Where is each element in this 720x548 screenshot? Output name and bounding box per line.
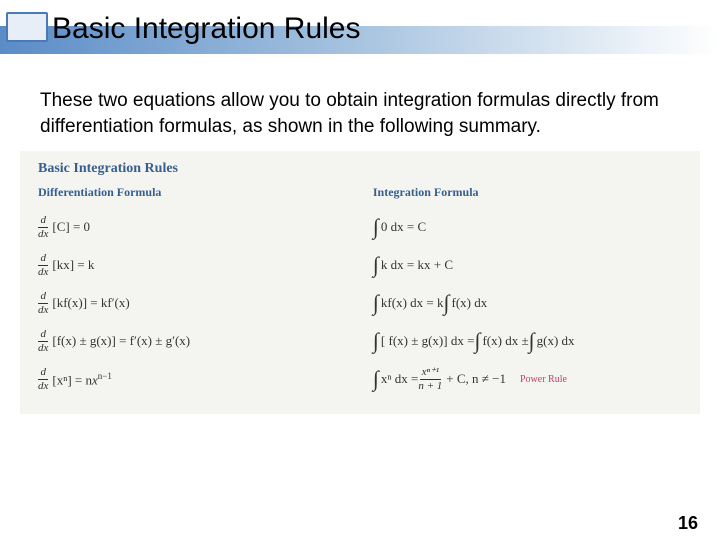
intro-paragraph: These two equations allow you to obtain … <box>40 88 680 139</box>
int-column-header: Integration Formula <box>373 185 682 200</box>
diff-rule-1: ddx [C] = 0 <box>38 210 373 244</box>
int-rule-5: ∫xⁿ dx = xⁿ⁺¹ n + 1 + C, n ≠ −1 Power Ru… <box>373 362 682 396</box>
diff-rule-5: ddx [xⁿ] = nxn−1 <box>38 362 373 396</box>
slide-title: Basic Integration Rules <box>52 12 361 46</box>
rules-panel: Basic Integration Rules Differentiation … <box>20 151 700 414</box>
int-rule-4: ∫[ f(x) ± g(x)] dx = ∫f(x) dx ± ∫g(x) dx <box>373 324 682 358</box>
diff-rule-2: ddx [kx] = k <box>38 248 373 282</box>
int-rule-1: ∫0 dx = C <box>373 210 682 244</box>
differentiation-column: Differentiation Formula ddx [C] = 0 ddx … <box>38 185 373 400</box>
title-accent-box <box>6 12 48 42</box>
diff-rule-3: ddx [kf(x)] = kf′(x) <box>38 286 373 320</box>
power-rule-label: Power Rule <box>520 374 567 385</box>
title-bar: Basic Integration Rules <box>0 8 720 68</box>
integration-column: Integration Formula ∫0 dx = C ∫k dx = kx… <box>373 185 682 400</box>
diff-column-header: Differentiation Formula <box>38 185 373 200</box>
panel-heading: Basic Integration Rules <box>38 161 682 177</box>
page-number: 16 <box>678 513 698 534</box>
int-rule-3: ∫kf(x) dx = k ∫f(x) dx <box>373 286 682 320</box>
int-rule-2: ∫k dx = kx + C <box>373 248 682 282</box>
diff-rule-4: ddx [f(x) ± g(x)] = f′(x) ± g′(x) <box>38 324 373 358</box>
